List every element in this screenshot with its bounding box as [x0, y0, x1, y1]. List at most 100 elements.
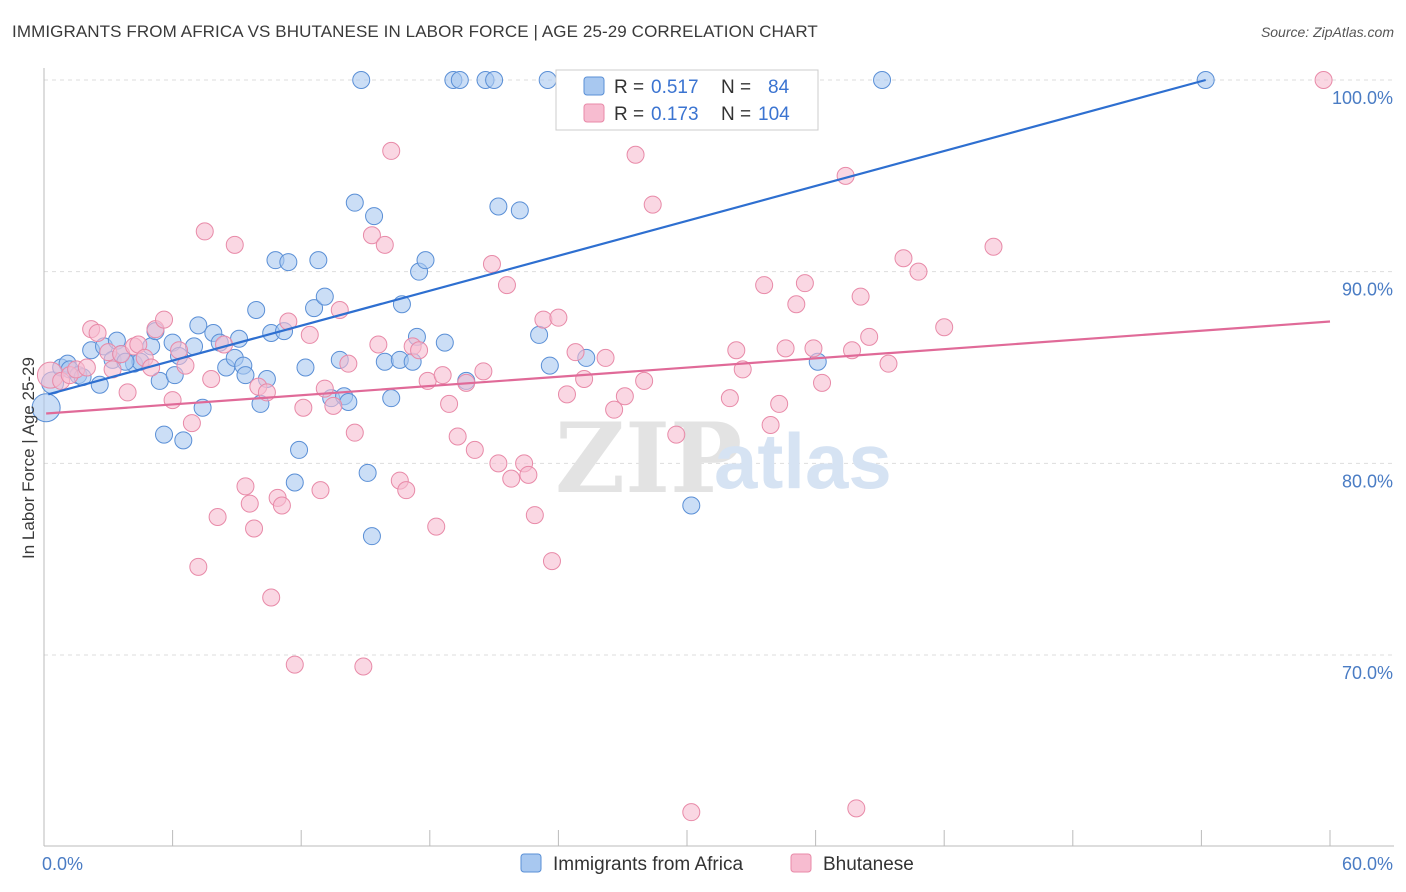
series-legend-label-africa: Immigrants from Africa	[553, 854, 743, 875]
africa-point	[236, 366, 255, 385]
legend-n-label-pink: N =	[721, 104, 751, 125]
legend-r-value-pink: 0.173	[651, 104, 699, 125]
bhutanese-point	[208, 508, 227, 526]
bhutanese-point	[596, 348, 615, 367]
axes-layer: 70.0% 80.0% 90.0% 100.0% 0.0% 60.0%	[42, 68, 1394, 874]
africa-point	[362, 527, 381, 546]
bhutanese-point	[879, 354, 898, 373]
bhutanese-point	[935, 318, 954, 337]
bhutanese-point	[440, 394, 459, 413]
bhutanese-point	[795, 274, 814, 293]
bhutanese-point	[847, 799, 866, 818]
watermark-zip: ZIP	[555, 402, 742, 515]
bhutanese-point	[163, 391, 182, 410]
bhutanese-point	[77, 358, 96, 377]
legend-n-value-blue: 84	[768, 77, 790, 98]
bhutanese-point	[236, 477, 255, 496]
source-credit: Source: ZipAtlas.com	[1260, 24, 1394, 40]
bhutanese-point	[519, 465, 538, 484]
bhutanese-point	[557, 385, 576, 404]
bhutanese-point	[605, 400, 624, 419]
series-legend-label-bhutanese: Bhutanese	[823, 854, 914, 875]
legend-n-label-blue: N =	[721, 77, 751, 98]
africa-point	[540, 356, 559, 375]
bhutanese-point	[397, 481, 416, 500]
bhutanese-point	[262, 588, 281, 607]
bhutanese-point	[300, 325, 319, 344]
africa-point	[485, 71, 504, 89]
bhutanese-point	[776, 339, 795, 358]
stats-legend: R = 0.517 N = 84 R = 0.173 N = 104	[555, 69, 819, 131]
bhutanese-point	[720, 389, 739, 408]
bhutanese-point	[272, 496, 291, 515]
bhutanese-point	[369, 335, 388, 354]
bhutanese-point	[465, 440, 484, 459]
y-tick-label: 80.0%	[1342, 471, 1393, 491]
bhutanese-point	[362, 226, 381, 245]
bhutanese-point	[285, 655, 304, 674]
africa-point	[339, 393, 358, 411]
bhutanese-point	[324, 396, 343, 415]
bhutanese-point	[909, 262, 928, 281]
bhutanese-point	[354, 657, 373, 676]
bhutanese-point	[502, 469, 521, 488]
bhutanese-point	[155, 310, 174, 329]
bhutanese-point	[615, 387, 634, 406]
bhutanese-point	[851, 287, 870, 306]
bhutanese-point	[727, 341, 746, 360]
bhutanese-point	[1314, 71, 1333, 89]
bhutanese-point	[534, 310, 553, 329]
africa-point	[375, 352, 394, 371]
bhutanese-trend-line	[46, 320, 1331, 415]
bhutanese-point	[118, 383, 137, 402]
bhutanese-point	[189, 557, 208, 576]
bhutanese-point	[497, 276, 516, 295]
africa-point	[510, 201, 529, 220]
africa-point	[155, 425, 174, 444]
bhutanese-point	[195, 222, 214, 241]
africa-point	[382, 389, 401, 408]
bhutanese-point	[245, 519, 264, 538]
bhutanese-point	[733, 360, 752, 379]
bhutanese-point	[482, 255, 501, 273]
africa-trend-line	[47, 78, 1206, 396]
bhutanese-point	[755, 276, 774, 295]
x-tick-label-min: 0.0%	[42, 854, 83, 874]
africa-point	[345, 193, 364, 212]
bhutanese-point	[489, 454, 508, 473]
africa-point	[435, 333, 454, 352]
bhutanese-point	[427, 517, 446, 536]
africa-point	[31, 393, 61, 423]
bhutanese-point	[894, 249, 913, 268]
bhutanese-point	[761, 416, 780, 434]
bhutanese-point	[787, 295, 806, 314]
bhutanese-point	[88, 324, 107, 342]
bhutanese-point	[682, 803, 701, 822]
legend-r-label-pink: R =	[614, 104, 644, 125]
africa-point	[174, 431, 193, 450]
series-legend: Immigrants from Africa Bhutanese	[520, 853, 914, 875]
bhutanese-point	[667, 425, 686, 444]
legend-r-value-blue: 0.517	[651, 77, 699, 98]
bhutanese-point	[345, 423, 364, 442]
africa-point	[365, 207, 384, 226]
bhutanese-point	[770, 394, 789, 413]
bhutanese-point	[448, 427, 467, 446]
y-axis-title: In Labor Force | Age 25-29	[19, 357, 38, 559]
bhutanese-point	[202, 370, 221, 388]
x-tick-label-max: 60.0%	[1342, 854, 1393, 874]
africa-point	[873, 71, 892, 89]
bhutanese-point	[240, 494, 259, 513]
africa-point	[247, 301, 266, 319]
bhutanese-point	[382, 141, 401, 160]
africa-point	[530, 325, 549, 344]
bhutanese-point	[542, 552, 561, 571]
africa-point	[352, 71, 371, 89]
bhutanese-point	[311, 481, 330, 500]
africa-point	[305, 299, 324, 318]
y-tick-label: 70.0%	[1342, 663, 1393, 683]
bhutanese-point	[525, 506, 544, 525]
bhutanese-point	[813, 373, 832, 392]
bhutanese-point	[375, 235, 394, 254]
bhutanese-point	[575, 370, 594, 388]
